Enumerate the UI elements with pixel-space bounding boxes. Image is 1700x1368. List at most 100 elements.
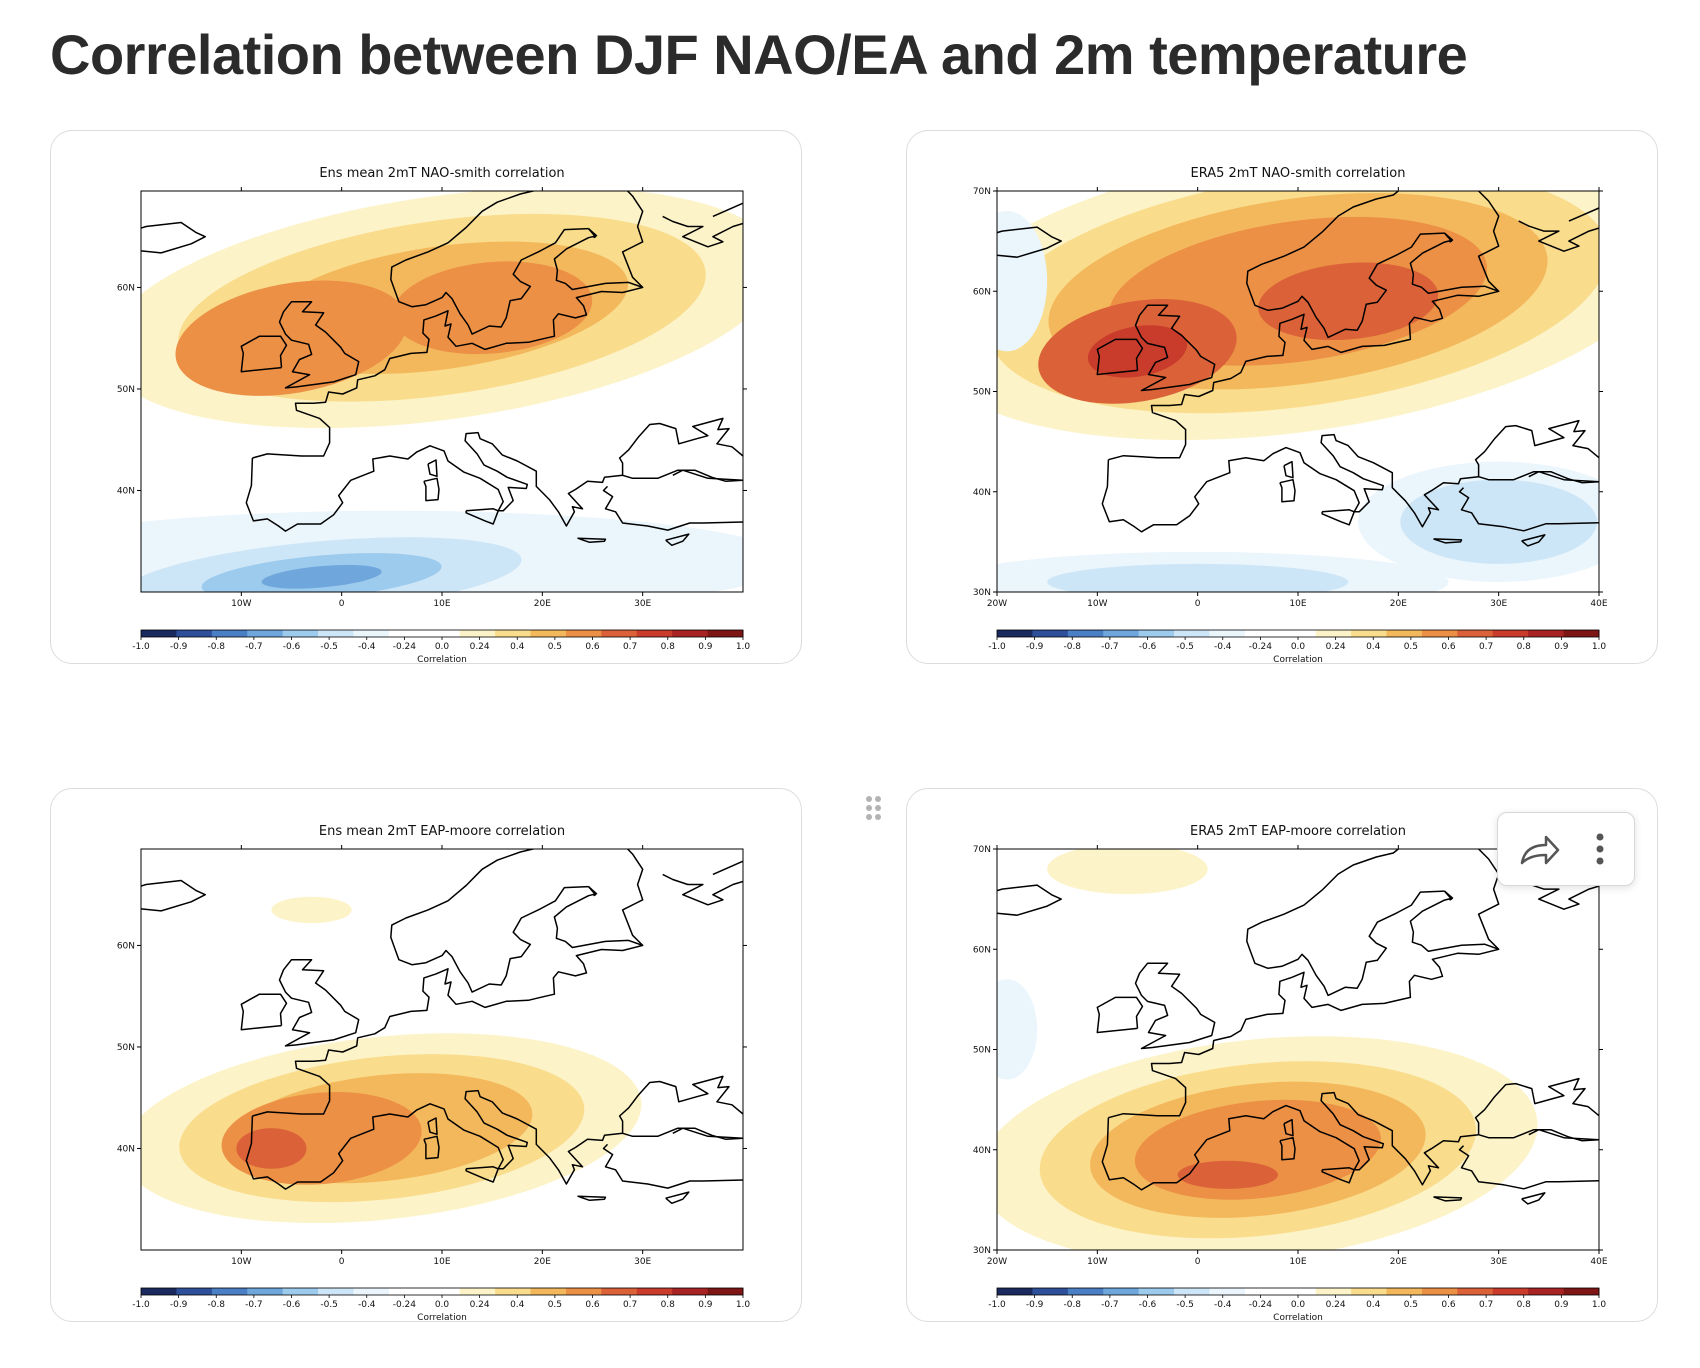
chart-card-ens-nao[interactable]: Ens mean 2mT NAO-smith correlation 10W 0 10… [50,130,802,665]
colorbar-tick-label: -0.7 [245,1300,263,1310]
colorbar-segment [1032,1288,1069,1295]
colorbar-tick-label: -0.6 [1139,642,1157,652]
colorbar-segment [1067,630,1104,637]
colorbar-tick-label: 0.4 [1366,1300,1381,1310]
coastline [1246,191,1445,339]
colorbar-segment [1563,1288,1600,1295]
colorbar-segment [353,630,390,637]
coastline [141,221,206,254]
colorbar-tick-label: -0.5 [1176,642,1194,652]
coastline [245,1089,743,1190]
colorbar: -1.0 -0.9 -0.8 -0.7 -0.6 -0.5 -0.4 -0.24 0.0 0.24… [988,1287,1607,1323]
lon-tick-label: 0 [339,599,345,609]
lon-tick-label: 10E [433,599,450,609]
coastline [1458,487,1599,532]
colorbar-segment [997,1288,1033,1295]
colorbar-tick-label: 1.0 [1592,642,1607,652]
more-options-button[interactable] [1568,813,1632,885]
lon-tick-label: 0 [1195,599,1201,609]
coastline [1433,538,1463,544]
colorbar-segment [672,1288,709,1295]
colorbar-segment [1244,1288,1281,1295]
lon-tick-label: 30E [634,599,651,609]
colorbar-tick-label: -1.0 [988,642,1006,652]
coastline [712,860,743,876]
coastline [141,879,206,912]
colorbar-tick-label: -1.0 [988,1300,1006,1310]
coastline [1279,1136,1296,1161]
lon-tick-label: 20E [1390,1257,1407,1267]
coastline [1246,849,1445,997]
chart-card-ens-eap[interactable]: Ens mean 2mT EAP-moore correlation 10W 0 10… [50,788,802,1323]
lon-tick-label: 10W [1087,599,1107,609]
coastline [1101,1091,1599,1191]
coastline [997,226,1062,258]
colorbar-tick-label: -0.9 [170,642,188,652]
more-vertical-icon [1596,833,1604,865]
lat-tick-label: 60N [117,283,135,293]
share-button[interactable] [1502,813,1566,885]
lat-tick-label: 30N [973,588,991,598]
colorbar-segment [565,630,602,637]
colorbar-segment [1103,630,1140,637]
coastline [672,1127,743,1140]
colorbar-segment [1103,1288,1140,1295]
colorbar-segment [353,1288,390,1295]
colorbar-tick-label: 0.8 [661,1300,676,1310]
colorbar-segment [1421,1288,1458,1295]
coastline [427,1117,438,1136]
colorbar-segment [1457,630,1494,637]
coastline [618,1075,743,1134]
colorbar-tick-label: 0.5 [548,642,562,652]
contour-fill [261,564,382,589]
colorbar-segment [1492,1288,1529,1295]
map-chart: ERA5 2mT NAO-smith correlation 20W 10W 0 10E… [973,166,1608,665]
coastline [712,202,743,218]
colorbar-tick-label: -0.4 [1214,642,1232,652]
lat-tick-label: 70N [973,187,991,197]
colorbar-segment [997,630,1033,637]
colorbar-segment [1315,1288,1352,1295]
coastline [465,1166,499,1183]
colorbar-tick-label: -0.7 [1101,1300,1119,1310]
colorbar: -1.0 -0.9 -0.8 -0.7 -0.6 -0.5 -0.4 -0.24 0.0 0.24… [132,1287,750,1323]
coastline [1279,478,1296,503]
coastlines [997,849,1599,1205]
lon-tick-label: 30E [634,1257,651,1267]
coastline [665,1191,690,1205]
contour-fill [392,261,593,355]
coastline [577,537,607,544]
correlation-field [141,191,743,592]
drag-handle-icon[interactable] [866,796,882,822]
colorbar-segment [1528,1288,1565,1295]
colorbar-tick-label: 0.7 [623,642,637,652]
colorbar-tick-label: -0.24 [1249,1300,1273,1310]
lat-tick-label: 50N [117,1043,135,1053]
contour-fill [236,1128,307,1169]
colorbar-segment [1386,630,1423,637]
lat-tick-label: 70N [973,845,991,855]
panel-title: ERA5 2mT EAP-moore correlation [1190,824,1406,839]
lon-tick-label: 10W [1087,1257,1107,1267]
colorbar-segment [565,1288,602,1295]
colorbar-tick-label: -0.5 [320,642,338,652]
coastline [1108,232,1500,461]
colorbar-tick-label: -0.4 [358,1300,376,1310]
colorbar-label: Correlation [417,1313,467,1323]
lat-tick-label: 60N [973,945,991,955]
coastline [1321,509,1355,526]
colorbar-tick-label: -0.9 [1026,642,1044,652]
chart-card-era5-nao[interactable]: ERA5 2mT NAO-smith correlation 20W 10W 0 10E… [906,130,1658,665]
contour-fill [1177,1160,1278,1189]
colorbar-tick-label: 0.7 [1479,642,1493,652]
colorbar-tick-label: 0.0 [1291,642,1306,652]
coastlines [141,191,743,547]
colorbar-tick-label: -1.0 [132,642,150,652]
lon-tick-label: 10W [231,599,251,609]
colorbar-segment [211,1288,248,1295]
coastlines [141,849,743,1205]
colorbar-tick-label: -0.24 [393,642,417,652]
colorbar-segment [1067,1288,1104,1295]
colorbar-tick-label: 1.0 [1592,1300,1607,1310]
lon-tick-label: 20E [1390,599,1407,609]
